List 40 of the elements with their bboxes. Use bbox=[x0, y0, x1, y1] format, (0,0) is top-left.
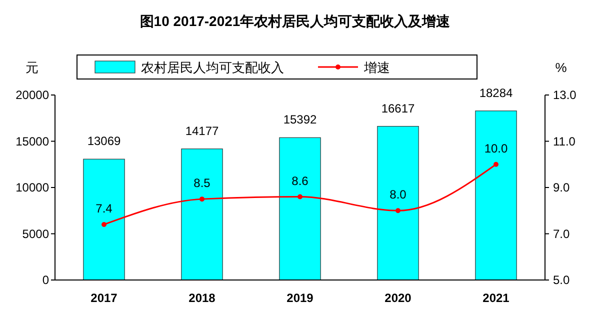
point bbox=[102, 222, 106, 227]
y2-tick-label: 9.0 bbox=[553, 180, 570, 194]
data-label: 14177 bbox=[185, 124, 220, 138]
x-tick-label: 2019 bbox=[286, 291, 314, 305]
bar bbox=[377, 126, 419, 280]
data-label: 10.0 bbox=[484, 141, 508, 156]
y-tick-label: 0 bbox=[42, 273, 50, 287]
bar bbox=[475, 110, 517, 280]
data-label: 8.6 bbox=[292, 174, 309, 188]
point bbox=[396, 208, 400, 214]
y2-tick-label: 13.0 bbox=[553, 88, 577, 102]
x-tick-label: 2020 bbox=[384, 291, 412, 305]
point bbox=[494, 162, 498, 167]
data-label: 15392 bbox=[283, 112, 318, 127]
x-tick-label: 2017 bbox=[90, 291, 118, 305]
point bbox=[298, 194, 302, 200]
y2-tick-label: 11.0 bbox=[553, 134, 576, 148]
y-tick-label: 15000 bbox=[16, 134, 50, 148]
legend-label: 农村居民人均可支配收入 bbox=[141, 60, 284, 75]
data-label: 16617 bbox=[381, 101, 416, 116]
y-tick-label: 10000 bbox=[16, 180, 50, 194]
point bbox=[200, 196, 204, 202]
y-tick-label: 20000 bbox=[16, 88, 50, 102]
y2-axis-title: % bbox=[555, 60, 568, 75]
legend-label: 增速 bbox=[363, 60, 390, 75]
bar bbox=[279, 137, 321, 280]
bar bbox=[181, 148, 223, 280]
y-axis-title: 元 bbox=[26, 60, 38, 75]
data-label: 7.4 bbox=[96, 202, 113, 216]
data-label: 8.0 bbox=[390, 188, 407, 202]
y2-tick-label: 7.0 bbox=[553, 226, 570, 241]
x-tick-label: 2021 bbox=[482, 291, 510, 305]
x-tick-label: 2018 bbox=[188, 291, 216, 305]
y2-tick-label: 5.0 bbox=[553, 273, 570, 287]
chart-title: 图10 2017-2021年农村居民人均可支配收入及增速 bbox=[140, 13, 452, 29]
data-label: 8.5 bbox=[194, 176, 211, 190]
data-label: 13069 bbox=[87, 134, 122, 148]
bar bbox=[83, 158, 125, 280]
data-label: 18284 bbox=[479, 86, 514, 100]
y-tick-label: 5000 bbox=[22, 226, 50, 241]
